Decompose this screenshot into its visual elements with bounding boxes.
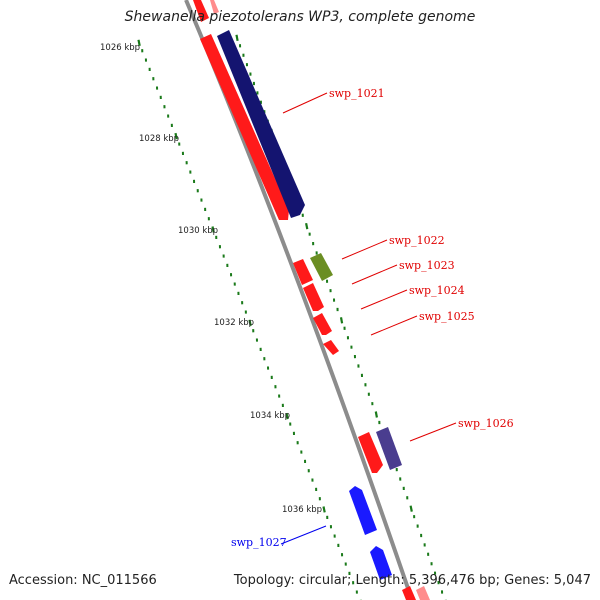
ruler-tick xyxy=(211,226,215,233)
gene-arrow[interactable] xyxy=(310,253,333,281)
ruler-label: 1030 kbp xyxy=(178,226,218,236)
gene-arrow[interactable] xyxy=(303,283,324,311)
gene-arrow[interactable] xyxy=(376,427,402,470)
page-title: Shewanella piezotolerans WP3, complete g… xyxy=(124,9,476,25)
gene-arrow[interactable] xyxy=(370,546,392,580)
gene-label[interactable]: swp_1027 xyxy=(231,536,287,549)
ruler-tick xyxy=(248,319,252,327)
gene-arrow[interactable] xyxy=(313,313,332,335)
topology-text: Topology: circular; Length: 5,396,476 bp… xyxy=(233,573,591,588)
gene-arrow[interactable] xyxy=(349,486,377,535)
ruler-tick xyxy=(137,39,141,47)
ruler-label: 1034 kbp xyxy=(250,411,290,421)
gene-arrow[interactable] xyxy=(193,0,209,22)
ruler-tick xyxy=(339,317,344,324)
gene-label[interactable]: swp_1025 xyxy=(419,310,475,323)
ruler-label: 1026 kbp xyxy=(100,43,140,53)
ruler-ticks xyxy=(137,34,447,600)
gene-label[interactable]: swp_1023 xyxy=(399,259,455,272)
gene-arrow[interactable] xyxy=(402,586,416,600)
gene-label[interactable]: swp_1024 xyxy=(409,284,465,297)
ruler-tick xyxy=(305,222,309,230)
ruler-label: 1032 kbp xyxy=(214,318,254,328)
ruler-tick xyxy=(409,505,413,512)
ruler-tick xyxy=(285,412,289,420)
gene-arrow[interactable] xyxy=(416,586,430,600)
gene-label[interactable]: swp_1026 xyxy=(458,417,514,430)
ruler-tick xyxy=(374,411,378,418)
gene-arrow[interactable] xyxy=(217,30,305,218)
gene-arrow[interactable] xyxy=(200,34,289,220)
ruler-label: 1036 kbp xyxy=(282,505,322,515)
gene-label[interactable]: swp_1022 xyxy=(389,234,445,247)
label-leaders xyxy=(280,92,457,545)
ruler-labels: 1026 kbp 1028 kbp 1030 kbp 1032 kbp 1034… xyxy=(100,43,322,515)
gene-arrow[interactable] xyxy=(293,259,313,285)
gene-features xyxy=(193,0,430,600)
accession-text: Accession: NC_011566 xyxy=(9,573,157,588)
gene-arrow[interactable] xyxy=(323,340,339,355)
ruler-label: 1028 kbp xyxy=(139,134,179,144)
gene-arrow[interactable] xyxy=(358,432,383,473)
ruler-tick xyxy=(322,506,326,513)
gene-label[interactable]: swp_1021 xyxy=(329,87,385,100)
gene-labels: swp_1021 swp_1022 swp_1023 swp_1024 swp_… xyxy=(231,87,514,549)
ruler-tick xyxy=(174,132,178,140)
ruler-tick xyxy=(235,34,239,41)
gene-arrow[interactable] xyxy=(210,0,219,14)
